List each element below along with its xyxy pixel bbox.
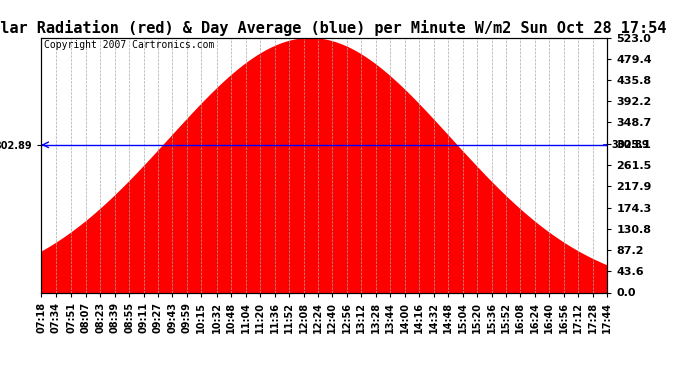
Text: Copyright 2007 Cartronics.com: Copyright 2007 Cartronics.com <box>44 40 215 50</box>
Title: Solar Radiation (red) & Day Average (blue) per Minute W/m2 Sun Oct 28 17:54: Solar Radiation (red) & Day Average (blu… <box>0 20 667 36</box>
Text: 302.89: 302.89 <box>611 140 649 150</box>
